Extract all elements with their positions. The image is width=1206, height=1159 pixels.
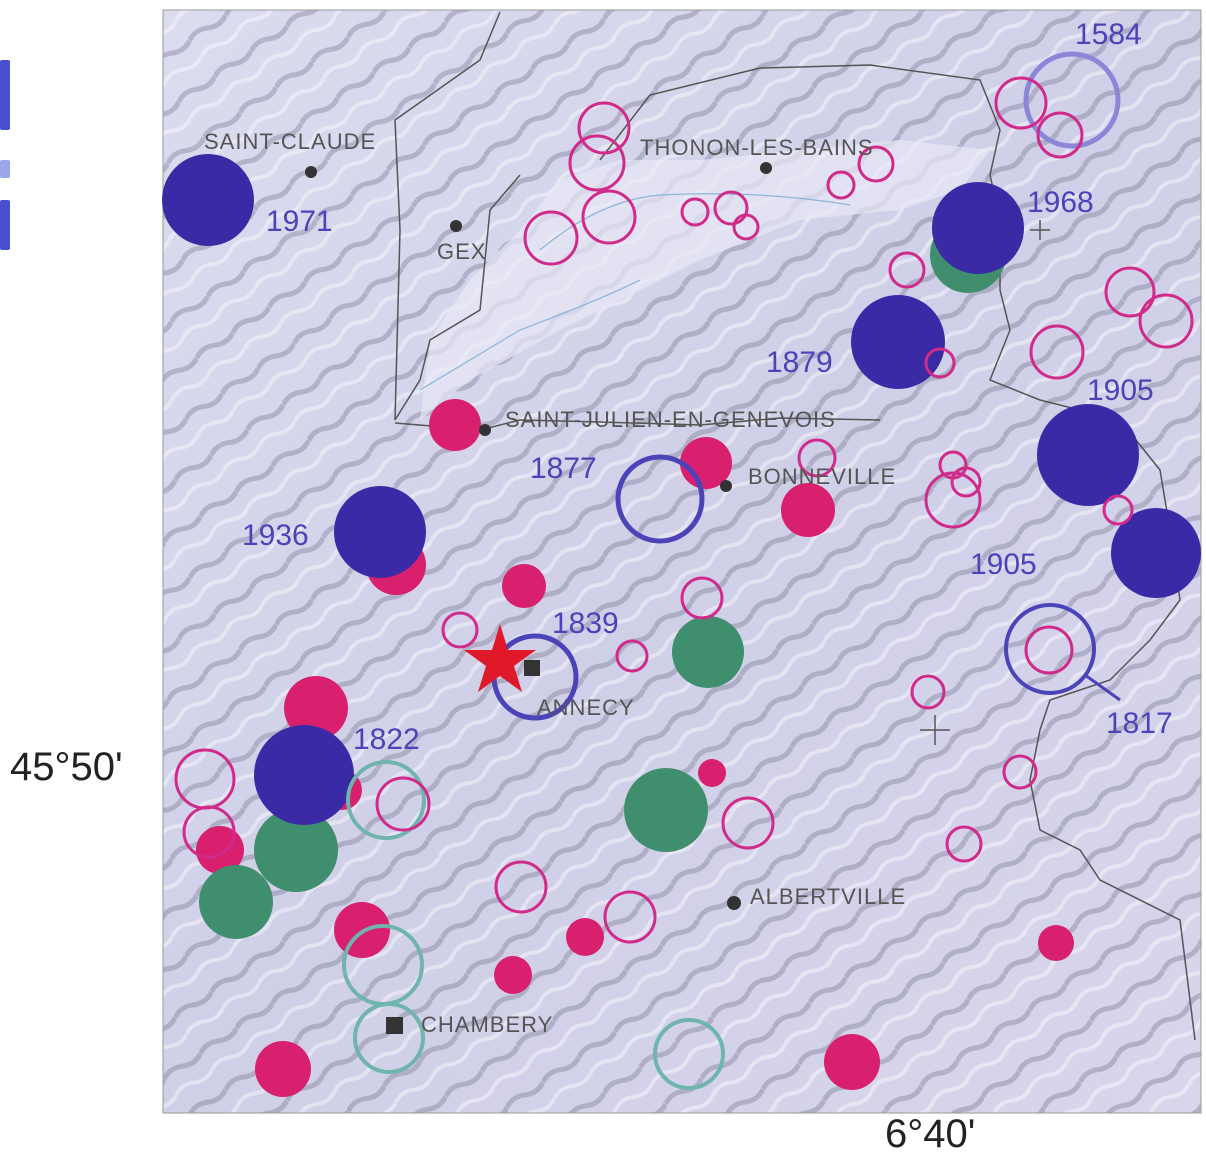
year-label: 1936 — [242, 519, 309, 552]
city-label: ANNECY — [537, 695, 635, 720]
year-label: 1839 — [552, 607, 619, 640]
eq-magenta — [566, 918, 604, 956]
city-dot-thonon — [760, 162, 772, 174]
city-label: BONNEVILLE — [748, 464, 896, 489]
city-dot-saint-julien — [479, 424, 491, 436]
eq-magenta — [502, 564, 546, 608]
eq-green — [672, 616, 744, 688]
city-label: SAINT-CLAUDE — [204, 129, 376, 154]
eq-dark-blue — [932, 182, 1024, 274]
year-label: 1905 — [970, 548, 1037, 581]
city-dot-saint-claude — [305, 166, 317, 178]
city-square-annecy — [524, 660, 540, 676]
eq-dark-blue — [254, 725, 354, 825]
eq-dark-blue — [162, 154, 254, 246]
year-label: 1879 — [766, 346, 833, 379]
eq-green — [199, 865, 273, 939]
city-label: SAINT-JULIEN-EN-GENEVOIS — [505, 407, 836, 432]
year-label: 1905 — [1087, 374, 1154, 407]
cropped-logo-fragment — [0, 40, 16, 260]
city-dot-albertville — [727, 896, 741, 910]
eq-green — [624, 768, 708, 852]
year-label: 1817 — [1106, 707, 1173, 740]
city-label: ALBERTVILLE — [750, 884, 906, 909]
year-label: 1971 — [266, 205, 333, 238]
year-label: 1822 — [353, 723, 420, 756]
eq-dark-blue — [1037, 404, 1139, 506]
eq-magenta — [698, 759, 726, 787]
eq-magenta — [824, 1034, 880, 1090]
year-label: 1968 — [1027, 186, 1094, 219]
latitude-label: 45°50' — [10, 745, 123, 790]
city-label: GEX — [437, 239, 486, 264]
eq-magenta — [429, 399, 481, 451]
year-label: 1584 — [1075, 18, 1142, 51]
city-dot-gex — [450, 220, 462, 232]
eq-magenta — [781, 483, 835, 537]
year-label: 1877 — [530, 452, 597, 485]
eq-dark-blue — [334, 486, 426, 578]
eq-magenta — [1038, 925, 1074, 961]
city-dot-bonneville — [720, 480, 732, 492]
eq-magenta — [255, 1041, 311, 1097]
city-label: THONON-LES-BAINS — [640, 135, 874, 160]
eq-magenta — [494, 956, 532, 994]
city-square-chambery — [386, 1017, 403, 1034]
longitude-label: 6°40' — [885, 1112, 975, 1157]
city-label: CHAMBERY — [421, 1012, 553, 1037]
